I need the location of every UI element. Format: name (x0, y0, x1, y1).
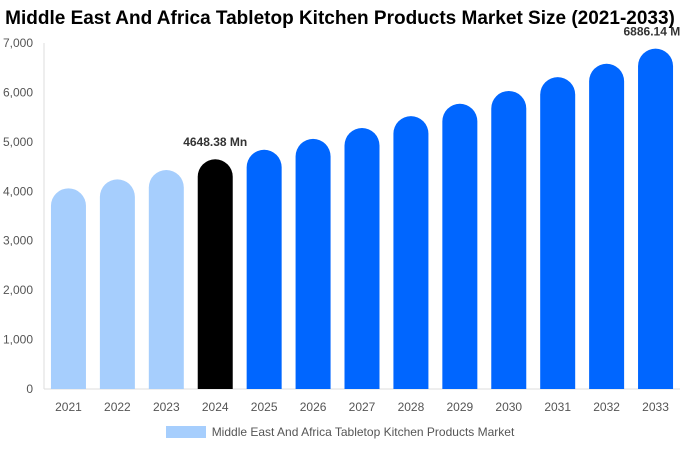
x-tick-label: 2022 (104, 400, 131, 414)
x-tick-label: 2033 (642, 400, 669, 414)
y-tick-label: 5,000 (3, 135, 33, 149)
bar-2032 (589, 63, 625, 389)
legend-swatch (165, 426, 206, 438)
y-tick-label: 2,000 (3, 283, 33, 297)
bar-2031 (540, 77, 576, 389)
y-tick-label: 4,000 (3, 184, 33, 198)
data-label-2024: 4648.38 Mn (183, 135, 247, 149)
chart-title: Middle East And Africa Tabletop Kitchen … (5, 8, 675, 29)
x-tick-label: 2031 (544, 400, 571, 414)
x-tick-label: 2025 (251, 400, 278, 414)
x-tick-label: 2021 (55, 400, 82, 414)
bar-2029 (442, 103, 478, 389)
y-tick-label: 7,000 (3, 36, 33, 50)
bar-2021 (50, 188, 86, 389)
bar-2025 (246, 149, 282, 389)
x-tick-label: 2032 (593, 400, 620, 414)
y-tick-label: 3,000 (3, 234, 33, 248)
bar-2022 (99, 179, 135, 389)
x-tick-label: 2023 (153, 400, 180, 414)
bar-2023 (148, 170, 184, 389)
x-tick-label: 2027 (349, 400, 376, 414)
x-tick-label: 2024 (202, 400, 229, 414)
bar-2033 (638, 48, 674, 390)
bar-2026 (295, 138, 331, 389)
data-label-2033: 6886.14 Mn (624, 25, 680, 39)
legend-label: Middle East And Africa Tabletop Kitchen … (211, 425, 515, 439)
bar-2030 (491, 90, 527, 390)
bar-2024 (197, 159, 233, 389)
bar-2028 (393, 116, 429, 389)
x-tick-label: 2026 (300, 400, 327, 414)
bar-2027 (344, 128, 380, 389)
x-tick-label: 2030 (495, 400, 522, 414)
x-tick-label: 2029 (446, 400, 473, 414)
y-tick-label: 6,000 (3, 85, 33, 99)
legend: Middle East And Africa Tabletop Kitchen … (0, 425, 680, 439)
y-tick-label: 0 (26, 382, 33, 396)
x-tick-label: 2028 (398, 400, 425, 414)
y-tick-label: 1,000 (3, 333, 33, 347)
